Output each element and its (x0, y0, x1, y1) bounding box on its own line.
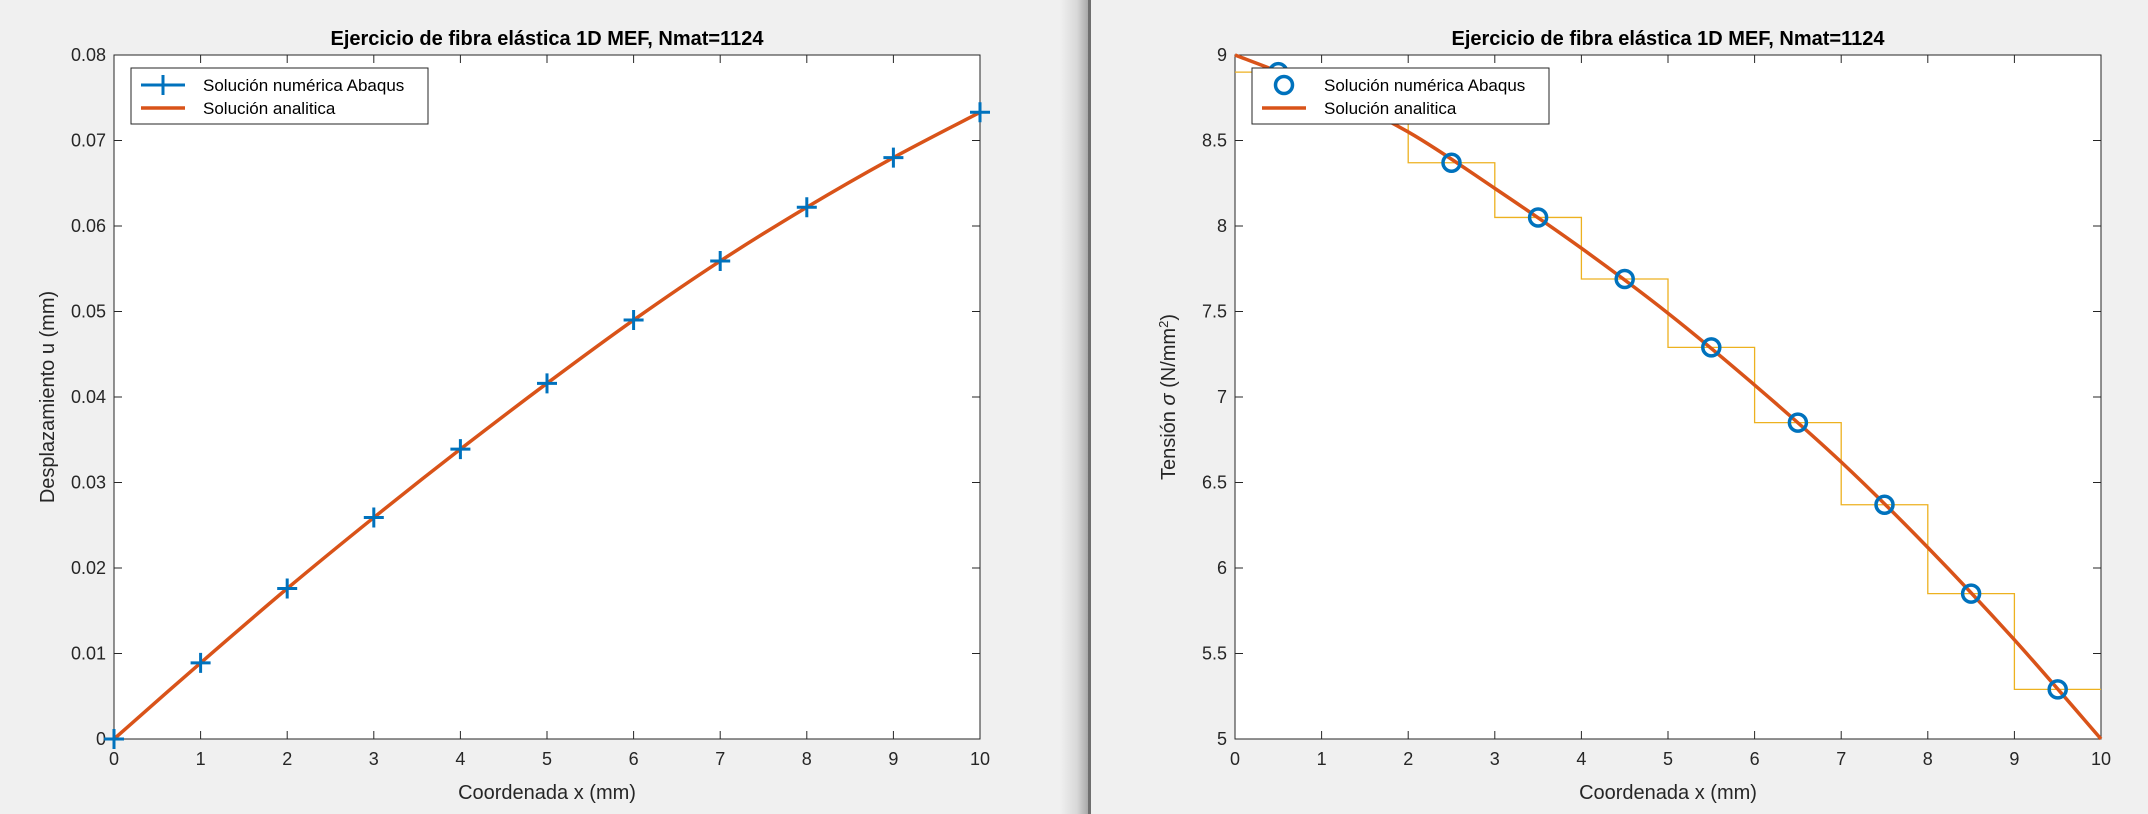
x-tick-label: 4 (455, 749, 465, 769)
plot-area (1234, 54, 2102, 740)
x-axis-label: Coordenada x (mm) (458, 782, 636, 804)
numeric-data-point (363, 507, 384, 528)
x-tick-label: 2 (282, 749, 292, 769)
legend-box (1251, 67, 1550, 125)
x-axis-label: Coordenada x (mm) (1579, 782, 1757, 804)
numeric-data-point (1960, 583, 1982, 604)
numeric-data-point (1787, 412, 1809, 433)
legend-entry-label: Solución analitica (203, 99, 336, 118)
y-axis-label: Desplazamiento u (mm) (37, 291, 59, 503)
numeric-data-point (796, 197, 817, 218)
y-tick-label: 0.01 (71, 644, 106, 664)
axes: 0 1 2 3 4 5 6 7 8 9 10 5 5.5 6 6.5 7 7.5 8 8.5 9 (1202, 45, 2111, 769)
x-tick-label: 5 (542, 749, 552, 769)
y-tick-label: 0.02 (71, 558, 106, 578)
window-divider[interactable] (1088, 0, 1091, 814)
y-tick-label: 7.5 (1202, 302, 1227, 322)
y-tick-label: 6.5 (1202, 473, 1227, 493)
y-axis-label-units: (N/mm (1158, 328, 1180, 394)
y-axis-label: Tensión σ (N/mm2) (1156, 314, 1181, 480)
x-tick-label: 4 (1576, 749, 1586, 769)
y-tick-label: 0.04 (71, 387, 106, 407)
x-tick-label: 8 (1923, 749, 1933, 769)
numeric-data-point (1701, 337, 1722, 358)
y-axis-label-sigma: σ (1158, 393, 1180, 406)
numeric-data-point (970, 102, 990, 123)
legend[interactable]: Solución numérica Abaqus Solución analiti… (130, 67, 429, 125)
y-tick-label: 7 (1217, 387, 1227, 407)
x-tick-label: 2 (1403, 749, 1413, 769)
chart-title: Ejercicio de fibra elástica 1D MEF, Nmat… (1452, 28, 1886, 50)
x-tick-label: 6 (1750, 749, 1760, 769)
plot-area (113, 54, 981, 740)
legend-entry-label: Solución numérica Abaqus (203, 76, 404, 95)
x-tick-label: 6 (629, 749, 639, 769)
numeric-data-point (1874, 494, 1895, 515)
y-tick-label: 8 (1217, 216, 1227, 236)
y-tick-label: 6 (1217, 558, 1227, 578)
x-tick-label: 7 (715, 749, 725, 769)
window-shadow (1060, 0, 1091, 814)
numeric-data-point (1441, 152, 1462, 173)
y-tick-label: 5.5 (1202, 644, 1227, 664)
x-tick-label: 7 (1836, 749, 1846, 769)
legend-swatch-marker (1273, 74, 1295, 96)
x-tick-label: 10 (2091, 749, 2111, 769)
x-tick-label: 0 (109, 749, 119, 769)
y-tick-label: 5 (1217, 729, 1227, 749)
legend-box (130, 67, 429, 125)
chart-title: Ejercicio de fibra elástica 1D MEF, Nmat… (331, 28, 765, 50)
figure-window-displacement: 0 1 2 3 4 5 6 7 8 9 10 0 0.01 0.02 0.03 0.04 0.05 0.06 0.0… (37, 28, 991, 804)
y-tick-label: 0 (96, 729, 106, 749)
legend-entry-label: Solución analitica (1324, 99, 1457, 118)
numeric-data-point (450, 439, 471, 460)
y-axis-label-superscript: 2 (1156, 321, 1171, 328)
x-tick-label: 1 (196, 749, 206, 769)
axes: 0 1 2 3 4 5 6 7 8 9 10 0 0.01 0.02 0.03 0.04 0.05 0.06 0.0… (71, 45, 990, 769)
x-tick-label: 1 (1317, 749, 1327, 769)
numeric-data-point (104, 729, 124, 749)
y-tick-label: 9 (1217, 45, 1227, 65)
numeric-data-point (190, 652, 211, 673)
numeric-data-point (710, 251, 731, 272)
x-tick-label: 0 (1230, 749, 1240, 769)
legend[interactable]: Solución numérica Abaqus Solución analiti… (1251, 67, 1550, 125)
x-tick-label: 3 (1490, 749, 1500, 769)
numeric-data-point (277, 578, 298, 599)
y-axis-label-close: ) (1158, 314, 1180, 321)
y-tick-label: 0.08 (71, 45, 106, 65)
y-tick-label: 0.05 (71, 302, 106, 322)
x-tick-label: 9 (2009, 749, 2019, 769)
numeric-data-point (2047, 679, 2068, 700)
numeric-data-point (1614, 268, 1635, 290)
series-layer (104, 102, 990, 749)
stress-chart: 0 1 2 3 4 5 6 7 8 9 10 5 5.5 6 6.5 7 7.5 8 8.5 9 Ejercicio … (1156, 28, 2112, 804)
numeric-data-point (623, 310, 644, 331)
x-tick-label: 5 (1663, 749, 1673, 769)
legend-entry-label: Solución numérica Abaqus (1324, 76, 1525, 95)
numeric-data-point (537, 373, 557, 394)
legend-swatch-marker (153, 75, 173, 95)
x-tick-label: 9 (888, 749, 898, 769)
x-tick-label: 3 (369, 749, 379, 769)
x-tick-label: 10 (970, 749, 990, 769)
y-tick-label: 0.07 (71, 131, 106, 151)
numeric-data-point (1527, 207, 1549, 228)
y-tick-label: 0.06 (71, 216, 106, 236)
displacement-chart: 0 1 2 3 4 5 6 7 8 9 10 0 0.01 0.02 0.03 0.04 0.05 0.06 0.0… (37, 28, 990, 804)
y-tick-label: 8.5 (1202, 131, 1227, 151)
y-tick-label: 0.03 (71, 473, 106, 493)
figure-window-stress: 0 1 2 3 4 5 6 7 8 9 10 5 5.5 6 6.5 7 7.5 8 8.5 9 Ejercicio … (1091, 0, 2148, 814)
y-axis-label-prefix: Tensión (1158, 406, 1180, 481)
x-tick-label: 8 (802, 749, 812, 769)
numeric-data-point (883, 147, 904, 168)
